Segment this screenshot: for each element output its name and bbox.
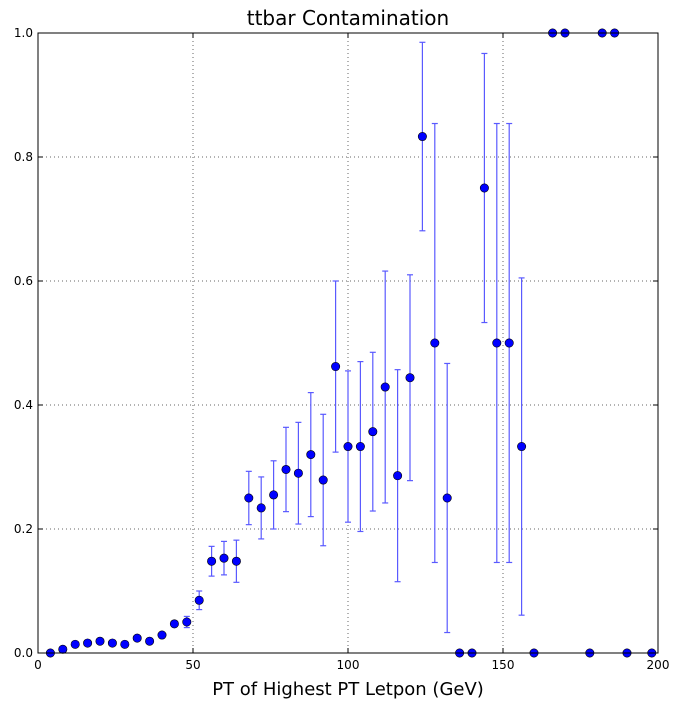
data-point — [504, 338, 514, 348]
data-point — [256, 503, 266, 513]
data-point — [120, 639, 130, 649]
data-point — [306, 450, 316, 460]
x-tick-label: 0 — [34, 658, 42, 672]
data-point — [517, 442, 527, 452]
y-tick-label: 0.2 — [14, 522, 33, 536]
y-tick-label: 0.6 — [14, 274, 33, 288]
data-points — [45, 28, 657, 658]
data-point — [430, 338, 440, 348]
data-point — [343, 442, 353, 452]
data-point — [293, 468, 303, 478]
error-bars — [183, 41, 525, 634]
data-point — [393, 471, 403, 481]
tick-labels: 0 50 100 150 200 0.0 0.2 0.4 0.6 0.8 1.0 — [14, 26, 670, 672]
data-point — [107, 638, 117, 648]
y-tick-label: 0.4 — [14, 398, 33, 412]
data-point — [219, 553, 229, 563]
grid — [38, 33, 658, 653]
x-tick-label: 100 — [337, 658, 360, 672]
y-tick-label: 0.0 — [14, 646, 33, 660]
x-tick-label: 150 — [492, 658, 515, 672]
data-point — [244, 493, 254, 503]
data-point — [157, 630, 167, 640]
y-tick-label: 0.8 — [14, 150, 33, 164]
data-point — [442, 493, 452, 503]
data-point — [479, 183, 489, 193]
data-point — [405, 373, 415, 383]
data-point — [58, 644, 68, 654]
data-point — [169, 619, 179, 629]
x-tick-label: 50 — [185, 658, 200, 672]
data-point — [83, 638, 93, 648]
data-point — [355, 442, 365, 452]
data-point — [492, 338, 502, 348]
data-point — [182, 617, 192, 627]
chart-title: ttbar Contamination — [247, 6, 449, 30]
y-tick-label: 1.0 — [14, 26, 33, 40]
x-tick-label: 200 — [647, 658, 670, 672]
data-point — [70, 639, 80, 649]
data-point — [231, 556, 241, 566]
data-point — [368, 427, 378, 437]
data-point — [417, 132, 427, 142]
data-point — [132, 633, 142, 643]
data-point — [281, 464, 291, 474]
data-point — [331, 362, 341, 372]
x-axis-label: PT of Highest PT Letpon (GeV) — [212, 679, 484, 700]
data-point — [194, 595, 204, 605]
plot-frame — [37, 32, 659, 654]
data-point — [380, 382, 390, 392]
data-point — [95, 636, 105, 646]
data-point — [269, 490, 279, 500]
data-point — [207, 556, 217, 566]
data-point — [145, 636, 155, 646]
data-point — [318, 475, 328, 485]
